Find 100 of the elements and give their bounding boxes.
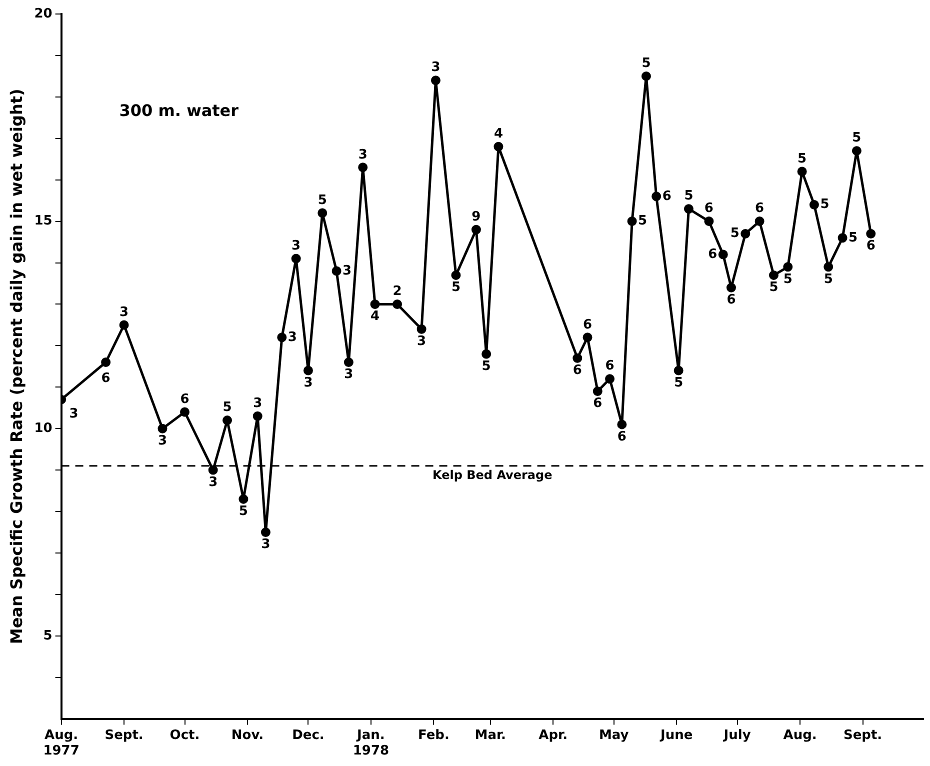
annotation: 3	[417, 334, 426, 349]
annotation: 3	[158, 433, 168, 448]
annotation: 3	[344, 367, 354, 382]
y-tick-label: 10	[34, 420, 52, 436]
point	[768, 270, 778, 280]
x-tick-label: Sept.	[104, 728, 144, 743]
point	[605, 374, 615, 384]
x-tick-label: Mar.	[474, 728, 506, 743]
point	[416, 324, 426, 334]
point	[754, 216, 764, 226]
annotation: 3	[261, 537, 270, 552]
annotation: 5	[824, 272, 833, 287]
annotation: 5	[238, 504, 248, 519]
annotation: 6	[617, 429, 626, 444]
point	[582, 332, 592, 342]
annotation: 6	[180, 392, 190, 407]
x-tick-label: May	[598, 728, 630, 743]
point	[852, 146, 862, 156]
annotation: 5	[820, 197, 830, 212]
annotation: 5	[674, 375, 684, 390]
annotation: 5	[852, 130, 862, 146]
point	[592, 386, 602, 396]
point	[291, 254, 301, 264]
annotation: 6	[662, 188, 672, 204]
annotation: 300 m. water	[119, 101, 239, 120]
y-tick-label: 5	[43, 628, 52, 644]
y-tick-label: 15	[34, 214, 52, 229]
annotation: 6	[572, 362, 582, 378]
point	[471, 224, 481, 234]
point	[277, 332, 287, 342]
point	[783, 262, 793, 272]
point	[494, 142, 504, 152]
annotation: 4	[370, 309, 380, 324]
annotation: 2	[392, 284, 402, 300]
point	[704, 216, 714, 226]
annotation: 3	[120, 304, 129, 320]
point	[208, 465, 218, 475]
annotation: 5	[451, 280, 460, 296]
point	[718, 250, 728, 260]
annotation: 9	[472, 209, 481, 224]
annotation: 5	[798, 151, 807, 166]
x-tick-label: Oct.	[170, 728, 200, 743]
annotation: 4	[494, 126, 503, 142]
point	[838, 233, 848, 243]
annotation: 6	[708, 246, 718, 262]
x-tick-label: Dec.	[292, 728, 324, 743]
x-tick-label: Nov.	[231, 728, 264, 743]
point	[740, 228, 750, 238]
x-tick-label: Apr.	[538, 728, 568, 743]
point	[451, 270, 461, 280]
annotation: 3	[342, 263, 352, 278]
x-tick-label: June	[659, 728, 693, 743]
annotation: 6	[704, 201, 714, 216]
point	[824, 262, 834, 272]
point	[222, 416, 232, 426]
annotation: 3	[69, 406, 78, 422]
point	[318, 208, 328, 218]
annotation: 5	[642, 56, 651, 72]
ref-line-label: Kelp Bed Average	[432, 468, 552, 482]
annotation: 6	[593, 396, 602, 412]
x-tick-label: Feb.	[418, 728, 450, 743]
point	[101, 358, 111, 368]
point	[627, 216, 637, 226]
point	[392, 299, 402, 309]
annotation: 3	[358, 147, 368, 162]
annotation: 5	[222, 400, 232, 416]
x-tick-label: Jan. 1978	[352, 728, 390, 759]
point	[726, 282, 736, 292]
point	[572, 353, 582, 363]
point	[652, 192, 662, 202]
point	[158, 424, 168, 434]
annotation: 5	[318, 192, 327, 208]
point	[303, 366, 313, 376]
point	[482, 349, 492, 359]
point	[332, 266, 342, 276]
point	[370, 299, 380, 309]
x-tick-label: Aug.	[783, 728, 817, 743]
x-tick-label: July	[722, 728, 752, 743]
annotation: 3	[288, 330, 297, 345]
annotation: 6	[866, 238, 876, 254]
point	[344, 358, 354, 368]
annotation: 5	[482, 358, 491, 374]
point	[119, 320, 129, 330]
point	[238, 494, 248, 504]
point	[809, 200, 819, 210]
annotation: 5	[730, 226, 740, 242]
annotation: 6	[101, 371, 110, 386]
point	[684, 204, 694, 214]
point	[252, 411, 262, 421]
annotation: 6	[605, 358, 614, 374]
point	[674, 366, 684, 376]
point	[358, 162, 368, 172]
annotation: 6	[755, 201, 764, 216]
annotation: 5	[769, 280, 778, 296]
point	[260, 527, 270, 537]
annotation: 6	[726, 292, 736, 308]
annotation: 3	[304, 375, 313, 390]
y-tick-label: 20	[34, 6, 52, 22]
point	[797, 166, 807, 176]
annotation: 5	[848, 230, 858, 246]
